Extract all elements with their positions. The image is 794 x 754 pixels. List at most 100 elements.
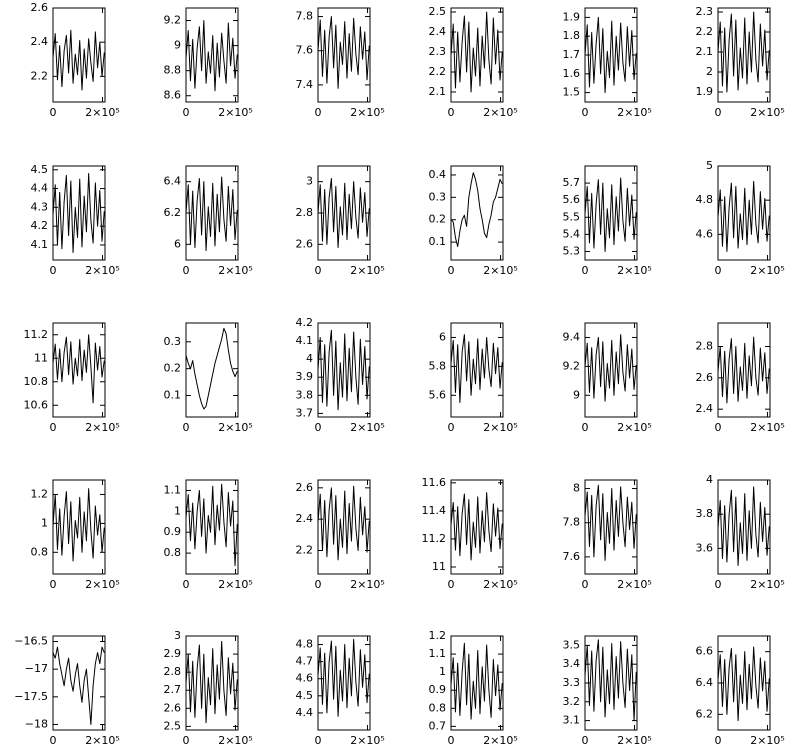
- trace-line: [585, 16, 637, 94]
- y-tick-label: 0.3: [164, 335, 182, 348]
- y-tick-label: 7.6: [296, 44, 314, 57]
- trace-line: [451, 334, 503, 404]
- y-tick-label: 11.4: [422, 504, 447, 517]
- y-tick-label: 10.8: [24, 375, 49, 388]
- x-tick-label: 0: [715, 734, 722, 747]
- plot-frame: [185, 322, 239, 418]
- plot-area: [318, 638, 370, 717]
- plot-frame: [717, 7, 771, 103]
- plot-area: [451, 11, 503, 93]
- x-tick-label: 2×10⁵: [85, 734, 120, 747]
- plot-area: [53, 29, 105, 91]
- plot-frame: [450, 479, 504, 575]
- y-tick-label: 2: [706, 65, 713, 78]
- y-tick-label: 2.4: [696, 402, 714, 415]
- y-tick-label: 9.4: [563, 330, 581, 343]
- x-tick-label: 2×10⁵: [617, 578, 652, 591]
- y-tick-label: 2.6: [31, 1, 49, 14]
- y-tick-label: 1.2: [31, 487, 49, 500]
- trace-line: [53, 29, 105, 91]
- trace-line: [451, 642, 503, 720]
- trace-panel: 0.1 0.2 0.3 0 2×10⁵: [164, 322, 253, 434]
- trace-panel: 5.3 5.4 5.5 5.6 5.7 0 2×10⁵: [563, 165, 652, 277]
- trace-line: [585, 334, 637, 402]
- plot-area: [318, 178, 370, 248]
- y-tick-label: 0.3: [429, 190, 447, 203]
- plot-area: [451, 172, 503, 248]
- y-tick-label: 2.8: [696, 340, 714, 353]
- trace-line: [451, 11, 503, 93]
- y-tick-label: 3.5: [563, 638, 581, 651]
- y-tick-label: 0.4: [429, 168, 447, 181]
- plot-frame: [584, 479, 638, 575]
- y-tick-label: 2.9: [164, 647, 182, 660]
- trace-panel: 11 11.2 11.4 11.6 0 2×10⁵: [422, 476, 518, 591]
- x-tick-label: 0: [50, 421, 57, 434]
- plot-area: [585, 177, 637, 252]
- trace-line: [53, 173, 105, 253]
- trace-panel: 4.6 4.8 5 0 2×10⁵: [696, 159, 785, 277]
- y-tick-label: 2.6: [164, 701, 182, 714]
- x-tick-label: 0: [582, 578, 589, 591]
- y-tick-label: 11.2: [24, 328, 49, 341]
- x-tick-label: 2×10⁵: [750, 106, 785, 119]
- y-tick-label: 5.8: [429, 359, 447, 372]
- trace-line: [53, 646, 105, 725]
- y-tick-label: 3.8: [296, 388, 314, 401]
- trace-panel: 2.4 2.6 2.8 0 2×10⁵: [696, 322, 785, 434]
- plot-frame: [317, 7, 371, 103]
- x-tick-label: 2×10⁵: [85, 421, 120, 434]
- x-tick-label: 0: [50, 734, 57, 747]
- x-tick-label: 2×10⁵: [218, 106, 253, 119]
- trace-panel: 0.8 1 1.2 0 2×10⁵: [31, 479, 120, 591]
- y-tick-label: 6.2: [164, 206, 182, 219]
- y-tick-label: 0.9: [429, 683, 447, 696]
- plot-frame: [450, 165, 504, 261]
- y-tick-label: 11.6: [422, 476, 447, 489]
- y-tick-label: 2.8: [296, 206, 314, 219]
- trace-panel: 7.6 7.8 8 0 2×10⁵: [563, 479, 652, 591]
- y-tick-label: 4.4: [31, 182, 49, 195]
- y-tick-label: 9.2: [164, 14, 182, 27]
- x-tick-label: 2×10⁵: [483, 264, 518, 277]
- y-tick-label: 3: [174, 629, 181, 642]
- x-tick-label: 2×10⁵: [483, 734, 518, 747]
- trace-panel: 10.6 10.8 11 11.2 0 2×10⁵: [24, 322, 120, 434]
- plot-frame: [450, 322, 504, 418]
- x-tick-label: 0: [582, 264, 589, 277]
- y-tick-label: 5.4: [563, 227, 581, 240]
- x-tick-label: 2×10⁵: [350, 734, 385, 747]
- trace-panel: 2.2 2.4 2.6 0 2×10⁵: [31, 1, 120, 119]
- y-tick-label: 11: [432, 560, 446, 573]
- x-tick-label: 2×10⁵: [350, 106, 385, 119]
- y-tick-label: 4.7: [296, 655, 314, 668]
- x-tick-label: 2×10⁵: [750, 421, 785, 434]
- trace-panel: 3.1 3.2 3.3 3.4 3.5 0 2×10⁵: [563, 635, 652, 747]
- y-tick-label: 2.1: [696, 45, 714, 58]
- x-tick-label: 0: [315, 734, 322, 747]
- y-tick-label: 4.3: [31, 200, 49, 213]
- trace-panel: 2.1 2.2 2.3 2.4 2.5 0 2×10⁵: [429, 5, 518, 119]
- y-tick-label: 0.2: [164, 362, 182, 375]
- y-tick-label: 2.1: [429, 85, 447, 98]
- x-tick-label: 0: [183, 578, 190, 591]
- x-tick-label: 2×10⁵: [483, 106, 518, 119]
- y-tick-label: 4.5: [31, 163, 49, 176]
- x-tick-label: 2×10⁵: [85, 264, 120, 277]
- trace-line: [318, 178, 370, 248]
- x-tick-label: 0: [183, 734, 190, 747]
- y-tick-label: 4.6: [296, 672, 314, 685]
- plot-frame: [52, 165, 106, 261]
- y-tick-label: 8.6: [164, 89, 182, 102]
- y-tick-label: 0.8: [164, 546, 182, 559]
- plot-area: [451, 492, 503, 561]
- y-tick-label: 9: [573, 388, 580, 401]
- plot-area: [585, 334, 637, 402]
- y-tick-label: 0.9: [164, 525, 182, 538]
- plot-area: [318, 485, 370, 561]
- y-tick-label: 9: [174, 39, 181, 52]
- y-tick-label: 3.3: [563, 676, 581, 689]
- plot-area: [186, 20, 238, 92]
- trace-line: [585, 484, 637, 561]
- plot-area: [186, 176, 238, 252]
